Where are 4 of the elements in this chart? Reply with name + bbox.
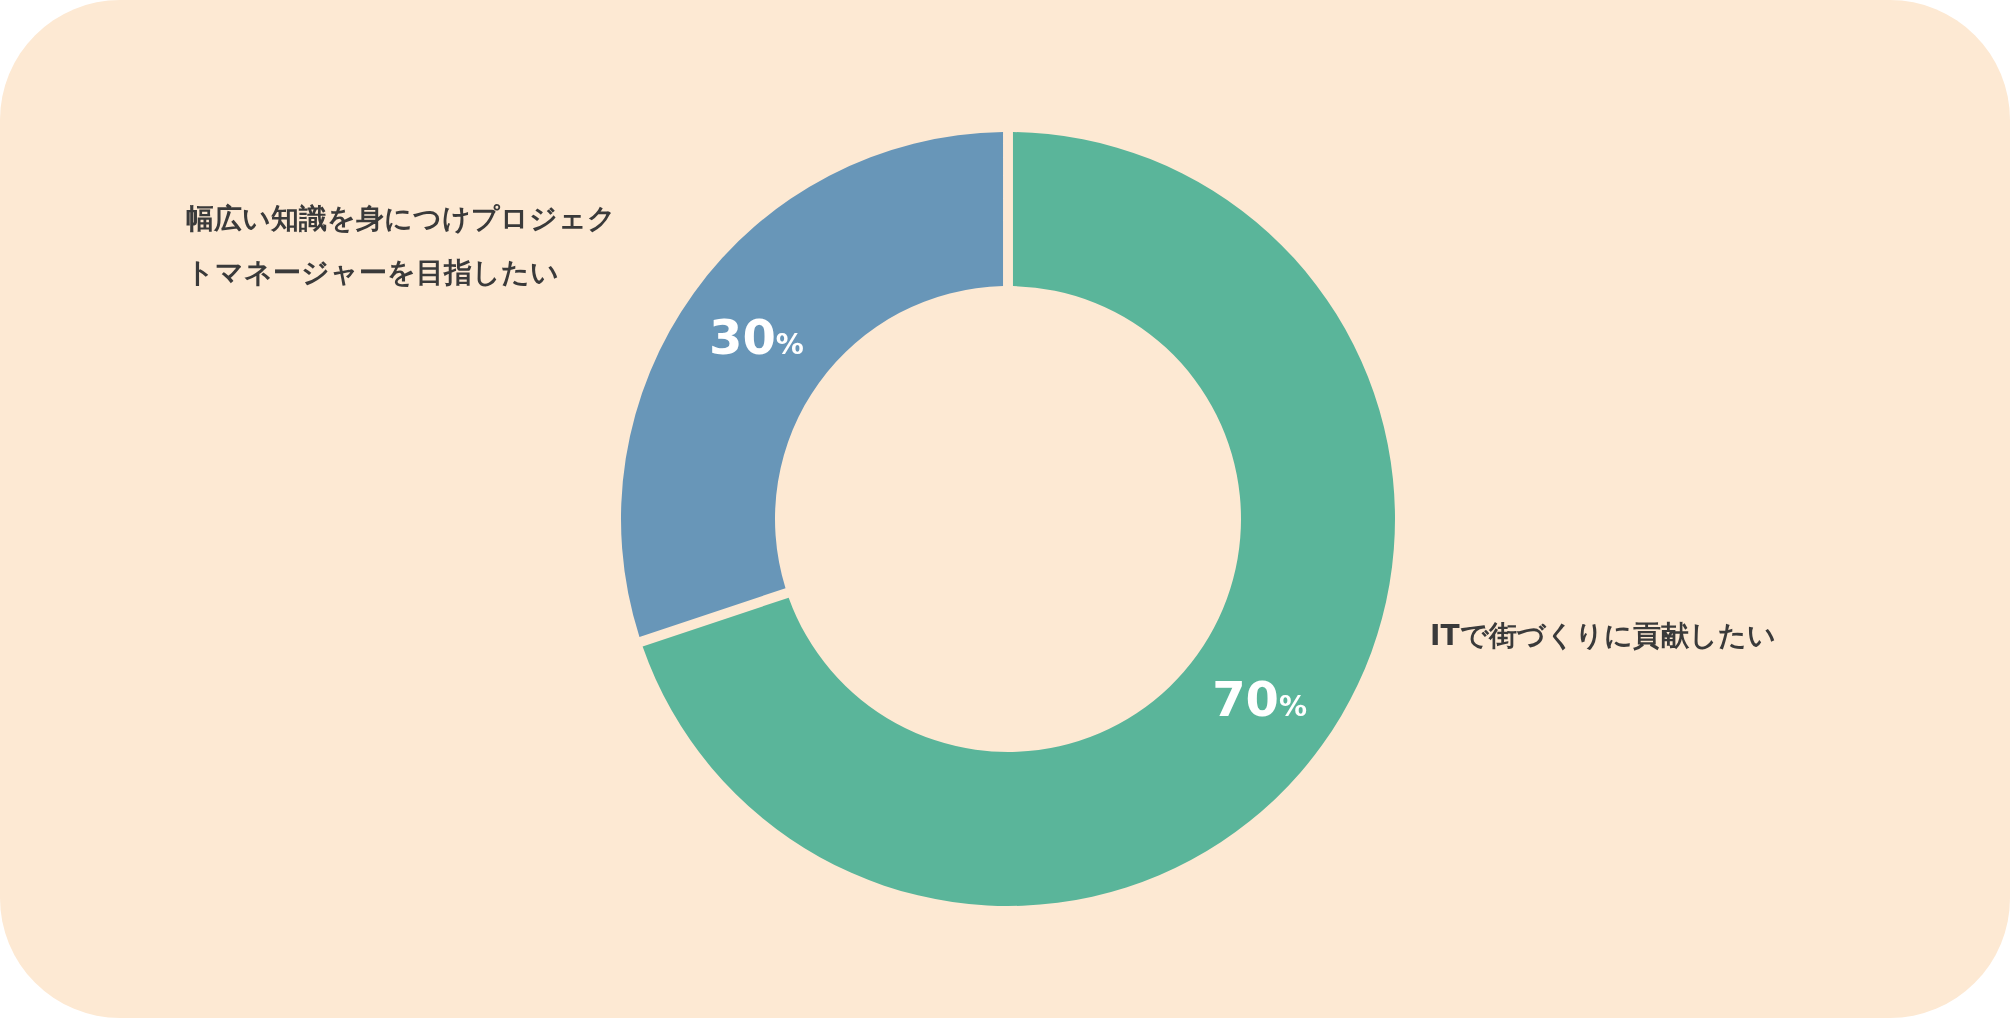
slice-label: 幅広い知識を身につけプロジェクトマネージャーを目指したい [186,202,616,289]
data-label: 70% [1212,671,1308,728]
data-label: 30% [708,308,804,365]
slice-label: ITで街づくりに貢献したい [1430,619,1776,652]
